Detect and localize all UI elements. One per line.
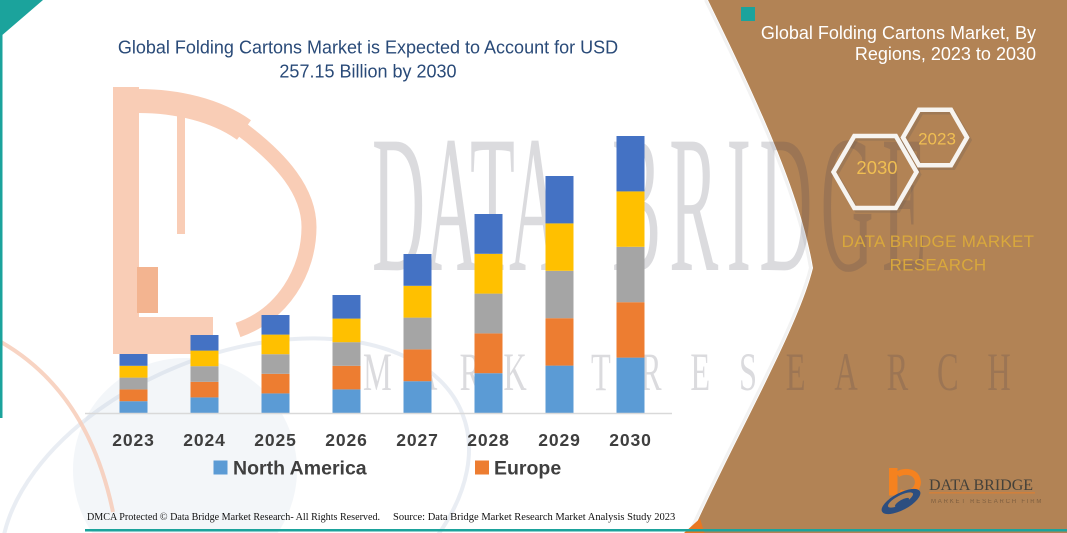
- svg-text:2029: 2029: [538, 430, 581, 450]
- svg-text:MARKET RESEARCH FIRM: MARKET RESEARCH FIRM: [931, 499, 1043, 505]
- svg-text:RESEARCH: RESEARCH: [890, 256, 987, 275]
- svg-text:Source: Data Bridge Market Res: Source: Data Bridge Market Research Mark…: [393, 512, 675, 523]
- svg-text:RESEARCH: RESEARCH: [640, 341, 1040, 402]
- svg-text:Global Folding Cartons Market: Global Folding Cartons Market is Expecte…: [118, 38, 618, 58]
- svg-text:2025: 2025: [254, 430, 297, 450]
- svg-text:2023: 2023: [112, 430, 155, 450]
- svg-text:Regions, 2023 to 2030: Regions, 2023 to 2030: [855, 44, 1036, 64]
- svg-text:2024: 2024: [183, 430, 226, 450]
- svg-text:DATA BRIDGE MARKET: DATA BRIDGE MARKET: [842, 232, 1035, 251]
- svg-text:North America: North America: [233, 458, 367, 480]
- svg-text:Global Folding Cartons Market,: Global Folding Cartons Market, By: [761, 23, 1036, 43]
- svg-text:DATA BRIDGE: DATA BRIDGE: [929, 477, 1033, 494]
- svg-text:257.15 Billion by 2030: 257.15 Billion by 2030: [279, 62, 456, 82]
- svg-text:2023: 2023: [918, 130, 956, 149]
- svg-text:DMCA Protected © Data Bridge M: DMCA Protected © Data Bridge Market Rese…: [87, 512, 380, 523]
- svg-text:2030: 2030: [609, 430, 652, 450]
- svg-text:BRIDGE: BRIDGE: [612, 97, 935, 314]
- svg-text:2027: 2027: [396, 430, 439, 450]
- svg-text:Europe: Europe: [494, 458, 561, 480]
- svg-text:2030: 2030: [856, 157, 897, 178]
- svg-text:DATA: DATA: [372, 97, 562, 314]
- svg-text:2026: 2026: [325, 430, 368, 450]
- svg-text:2028: 2028: [467, 430, 510, 450]
